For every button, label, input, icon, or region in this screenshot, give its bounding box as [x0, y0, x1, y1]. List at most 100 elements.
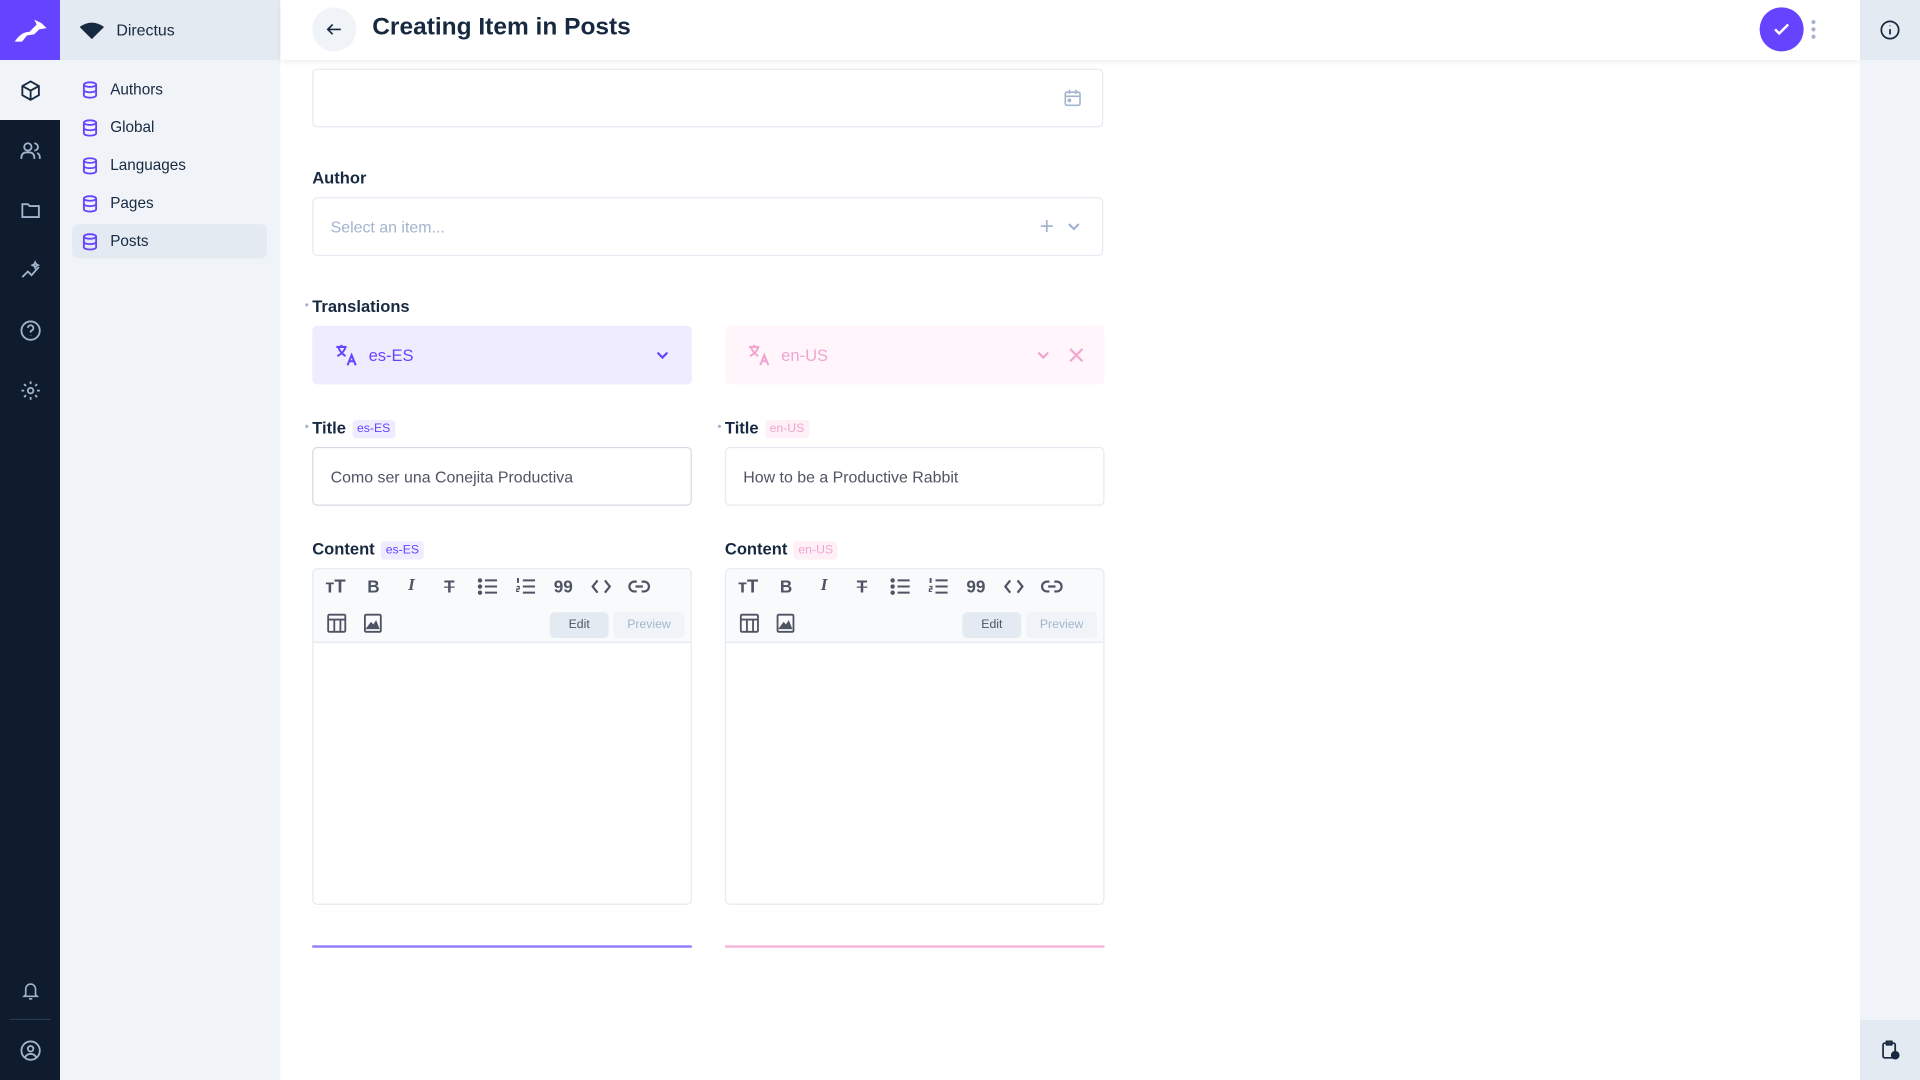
title-label-es: • Title es-ES: [305, 419, 396, 439]
module-insights[interactable]: [0, 240, 60, 300]
title-input-es[interactable]: Como ser una Conejita Productiva: [312, 446, 692, 506]
strikethrough-icon[interactable]: T: [856, 576, 868, 597]
page-header: Creating Item in Posts: [280, 0, 1861, 61]
title-value: How to be a Productive Rabbit: [743, 467, 959, 487]
language-select-es[interactable]: es-ES: [312, 325, 692, 385]
user-menu-button[interactable]: [0, 1020, 60, 1080]
blockquote-icon[interactable]: 99: [966, 576, 986, 597]
sidebar-item-languages[interactable]: Languages: [72, 148, 267, 182]
preview-tab[interactable]: Preview: [613, 612, 685, 638]
calendar-icon[interactable]: [1063, 88, 1083, 108]
author-placeholder: Select an item...: [330, 217, 445, 237]
heading-icon[interactable]: тT: [738, 576, 759, 597]
title-input-en[interactable]: How to be a Productive Rabbit: [724, 446, 1105, 506]
sidebar-item-label: Pages: [110, 194, 154, 212]
rabbit-icon: [14, 18, 46, 42]
translate-icon: [336, 344, 357, 366]
language-code: en-US: [781, 345, 829, 365]
divider-es: [312, 945, 692, 948]
sidebar-item-authors[interactable]: Authors: [72, 72, 267, 106]
blockquote-icon[interactable]: 99: [553, 576, 573, 597]
save-button[interactable]: [1759, 7, 1804, 52]
author-select[interactable]: Select an item... +: [312, 197, 1104, 256]
author-label: Author: [312, 168, 367, 188]
language-select-en[interactable]: en-US: [724, 325, 1105, 385]
module-files[interactable]: [0, 180, 60, 240]
module-users[interactable]: [0, 120, 60, 180]
heading-icon[interactable]: тT: [325, 576, 346, 597]
italic-icon[interactable]: I: [820, 576, 828, 596]
insights-icon: [21, 259, 40, 278]
notifications-button[interactable]: [0, 960, 60, 1020]
bullet-list-icon[interactable]: [887, 573, 914, 600]
title-label-en: • Title en-US: [718, 419, 810, 439]
chevron-down-icon[interactable]: [655, 349, 670, 361]
language-code: es-ES: [368, 345, 414, 365]
italic-icon[interactable]: I: [408, 576, 415, 596]
content-label-en: Content en-US: [725, 540, 838, 560]
collections-sidebar: Directus Authors Global Languages Pages …: [60, 0, 281, 1080]
settings-icon: [20, 380, 40, 400]
directus-logo[interactable]: [0, 0, 61, 61]
divider-en: [724, 945, 1105, 948]
bold-icon[interactable]: B: [779, 576, 793, 597]
bold-icon[interactable]: B: [367, 576, 380, 597]
project-logo-icon: [79, 22, 105, 39]
translate-icon: [748, 344, 770, 366]
language-tag: es-ES: [352, 420, 396, 439]
edit-tab[interactable]: Edit: [549, 612, 609, 638]
module-bar: [0, 0, 61, 1080]
sidebar-item-pages[interactable]: Pages: [72, 186, 267, 220]
edit-tab[interactable]: Edit: [962, 612, 1022, 638]
plus-icon[interactable]: +: [1039, 213, 1054, 241]
editor-toolbar: тT B I T 99 Edit Preview: [726, 569, 1104, 643]
users-icon: [19, 141, 41, 159]
content-editor-en[interactable]: тT B I T 99 Edit Preview: [724, 568, 1105, 905]
info-sidebar: [1860, 0, 1920, 1080]
code-icon[interactable]: [1000, 573, 1027, 600]
code-icon[interactable]: [588, 573, 615, 600]
numbered-list-icon[interactable]: [512, 573, 539, 600]
table-icon[interactable]: [736, 610, 763, 637]
database-icon: [82, 232, 98, 250]
language-tag: en-US: [793, 541, 838, 560]
database-icon: [82, 194, 98, 212]
preview-tab[interactable]: Preview: [1026, 612, 1098, 638]
database-icon: [82, 156, 98, 174]
image-icon[interactable]: [359, 610, 386, 637]
activity-button[interactable]: [1860, 1020, 1920, 1080]
workspace-header[interactable]: Directus: [60, 0, 281, 61]
image-icon[interactable]: [772, 610, 799, 637]
clipboard-icon: [1882, 1040, 1900, 1060]
close-icon[interactable]: [1068, 347, 1085, 364]
title-value: Como ser una Conejita Productiva: [330, 467, 574, 487]
link-icon[interactable]: [626, 573, 653, 600]
info-button[interactable]: [1860, 0, 1920, 61]
divider: [9, 1018, 51, 1021]
module-help[interactable]: [0, 300, 60, 360]
link-icon[interactable]: [1038, 573, 1065, 600]
more-vertical-icon[interactable]: [1810, 17, 1817, 41]
content-label-es: Content es-ES: [312, 540, 424, 560]
sidebar-item-label: Languages: [110, 156, 186, 174]
strikethrough-icon[interactable]: T: [444, 576, 455, 597]
table-icon[interactable]: [323, 610, 350, 637]
bell-icon: [21, 982, 39, 999]
database-icon: [82, 118, 98, 136]
back-button[interactable]: [312, 7, 357, 52]
sidebar-item-posts[interactable]: Posts: [72, 224, 267, 259]
content-editor-es[interactable]: тT B I T 99 Edit Preview: [312, 568, 692, 905]
chevron-down-icon[interactable]: [1036, 349, 1051, 361]
module-settings[interactable]: [0, 360, 60, 420]
sidebar-item-global[interactable]: Global: [72, 110, 267, 144]
help-icon: [19, 319, 41, 341]
module-content[interactable]: [0, 60, 61, 121]
numbered-list-icon[interactable]: [924, 573, 951, 600]
workspace-name: Directus: [116, 20, 175, 40]
bullet-list-icon[interactable]: [474, 573, 501, 600]
chevron-down-icon[interactable]: [1067, 220, 1082, 232]
date-input[interactable]: [312, 68, 1104, 128]
arrow-left-icon: [326, 23, 341, 35]
editor-toolbar: тT B I T 99 Edit Preview: [313, 569, 691, 643]
page-title: Creating Item in Posts: [372, 13, 631, 41]
